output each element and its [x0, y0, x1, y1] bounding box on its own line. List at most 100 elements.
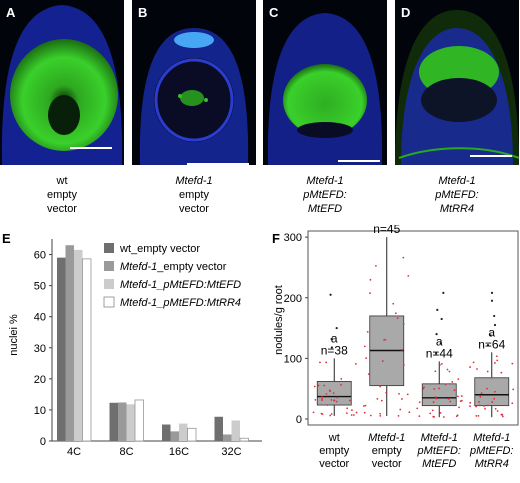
chart-f-point — [486, 387, 488, 390]
chart-e-bar — [214, 416, 223, 441]
chart-f-point — [434, 396, 437, 398]
chart-f-point — [453, 389, 456, 392]
chart-e-ytick-label: 60 — [34, 250, 46, 262]
chart-f-point — [312, 411, 315, 414]
chart-e-bar — [65, 245, 74, 441]
chart-e-legend-prefix: Mtefd-1_pMtEFD:MtEFD — [120, 279, 241, 291]
chart-f-letter: a — [331, 331, 338, 345]
chart-e-xtick-label: 16C — [169, 446, 189, 455]
chart-f-point — [392, 302, 395, 305]
chart-f-point — [314, 398, 317, 401]
chart-f-point — [402, 323, 405, 325]
caption-b-line1: Mtefd-1 — [175, 175, 213, 187]
chart-e-bar — [239, 437, 249, 442]
chart-f-ytick-label: 300 — [284, 232, 302, 244]
chart-f-point — [380, 399, 383, 402]
micrograph-b — [132, 0, 256, 165]
chart-f-point — [402, 256, 405, 259]
chart-f-outlier — [439, 342, 442, 345]
chart-f-point — [384, 338, 387, 341]
chart-f-point — [364, 404, 367, 407]
chart-e-legend-entry: wt_empty vector — [119, 243, 200, 255]
chart-f-point — [375, 264, 377, 267]
chart-f-point — [439, 364, 441, 366]
panel-label-c: C — [269, 5, 279, 20]
chart-f-point — [416, 407, 419, 410]
chart-f-point — [355, 411, 358, 414]
chart-f-point — [340, 383, 342, 386]
panel-label-d: D — [401, 5, 411, 20]
chart-f-point — [330, 398, 333, 401]
chart-e-xtick-label: 8C — [119, 446, 133, 455]
panel-label-e: E — [2, 231, 11, 246]
chart-f-outlier — [493, 314, 496, 318]
chart-f-point — [446, 368, 449, 371]
chart-f-point — [491, 401, 494, 403]
chart-e-legend-prefix: Mtefd-1 — [120, 261, 157, 273]
chart-f-point — [348, 399, 351, 402]
chart-f-xtick-label: pMtEFD: — [417, 445, 461, 457]
chart-e-bar — [82, 258, 92, 442]
chart-f-frame — [307, 230, 519, 426]
chart-f-xtick-label: MtEFD — [422, 458, 456, 470]
chart-f-point — [478, 404, 481, 407]
caption-b-line2: empty — [179, 189, 209, 201]
chart-f-xtick-label: MtRR4 — [475, 458, 509, 470]
chart-f-point — [319, 361, 321, 364]
chart-e-bar — [187, 427, 197, 442]
chart-f-point — [483, 405, 486, 407]
chart-e-bar — [223, 434, 232, 441]
chart-e-legend-suffix: _empty vector — [156, 261, 226, 273]
chart-f-point — [369, 278, 372, 281]
chart-f-point — [484, 408, 486, 410]
chart-f-point — [323, 384, 326, 387]
chart-f-outlier — [442, 291, 445, 294]
caption-c-line2: pMtEFD: — [303, 189, 347, 201]
chart-e-legend-swatch — [104, 261, 114, 271]
chart-f-point — [433, 388, 436, 390]
chart-f-point — [460, 399, 463, 402]
chart-f-point — [369, 414, 372, 417]
chart-f-point — [423, 386, 425, 389]
chart-f-point — [448, 370, 451, 373]
chart-f-point — [329, 414, 332, 417]
chart-f-point — [366, 330, 369, 333]
chart-f-point — [451, 381, 454, 383]
chart-f-point — [396, 317, 399, 320]
chart-f-point — [439, 412, 442, 414]
chart-f-xtick-label: pMtEFD: — [469, 445, 513, 457]
chart-f-point — [475, 405, 477, 408]
chart-f-point — [326, 404, 329, 407]
chart-f-xtick-label: vector — [319, 458, 349, 470]
chart-f-point — [335, 400, 338, 403]
chart-e-bar — [170, 431, 179, 441]
chart-f-point — [500, 413, 503, 416]
panel-label-f: F — [272, 231, 280, 246]
chart-f-outlier — [435, 333, 438, 336]
chart-f-point — [354, 362, 357, 365]
chart-f-point — [321, 399, 323, 402]
chart-f-point — [438, 387, 441, 390]
chart-e-bar — [179, 423, 188, 441]
micrograph-d-image — [395, 0, 519, 165]
panel-label-b: B — [138, 5, 148, 20]
chart-f-point — [490, 376, 493, 379]
chart-e-ytick-label: 10 — [34, 405, 46, 417]
chart-e-bar — [231, 420, 240, 441]
chart-f-point — [385, 391, 388, 394]
chart-f-box — [421, 383, 457, 407]
chart-f-point — [363, 345, 366, 348]
chart-f-n: n=64 — [478, 337, 505, 351]
chart-f-point — [402, 364, 405, 366]
chart-f-n: n=38 — [321, 343, 348, 357]
chart-e-bar — [57, 257, 66, 441]
chart-f-point — [332, 392, 335, 395]
chart-f-outlier — [489, 334, 492, 337]
caption-a: wt empty vector — [0, 174, 127, 216]
chart-f-point — [367, 373, 370, 376]
chart-f-n: n=44 — [426, 346, 453, 360]
chart-f-point — [434, 370, 437, 373]
caption-c: Mtefd-1 pMtEFD: MtEFD — [260, 174, 390, 216]
chart-f-point — [320, 412, 323, 415]
chart-f-point — [477, 414, 480, 417]
